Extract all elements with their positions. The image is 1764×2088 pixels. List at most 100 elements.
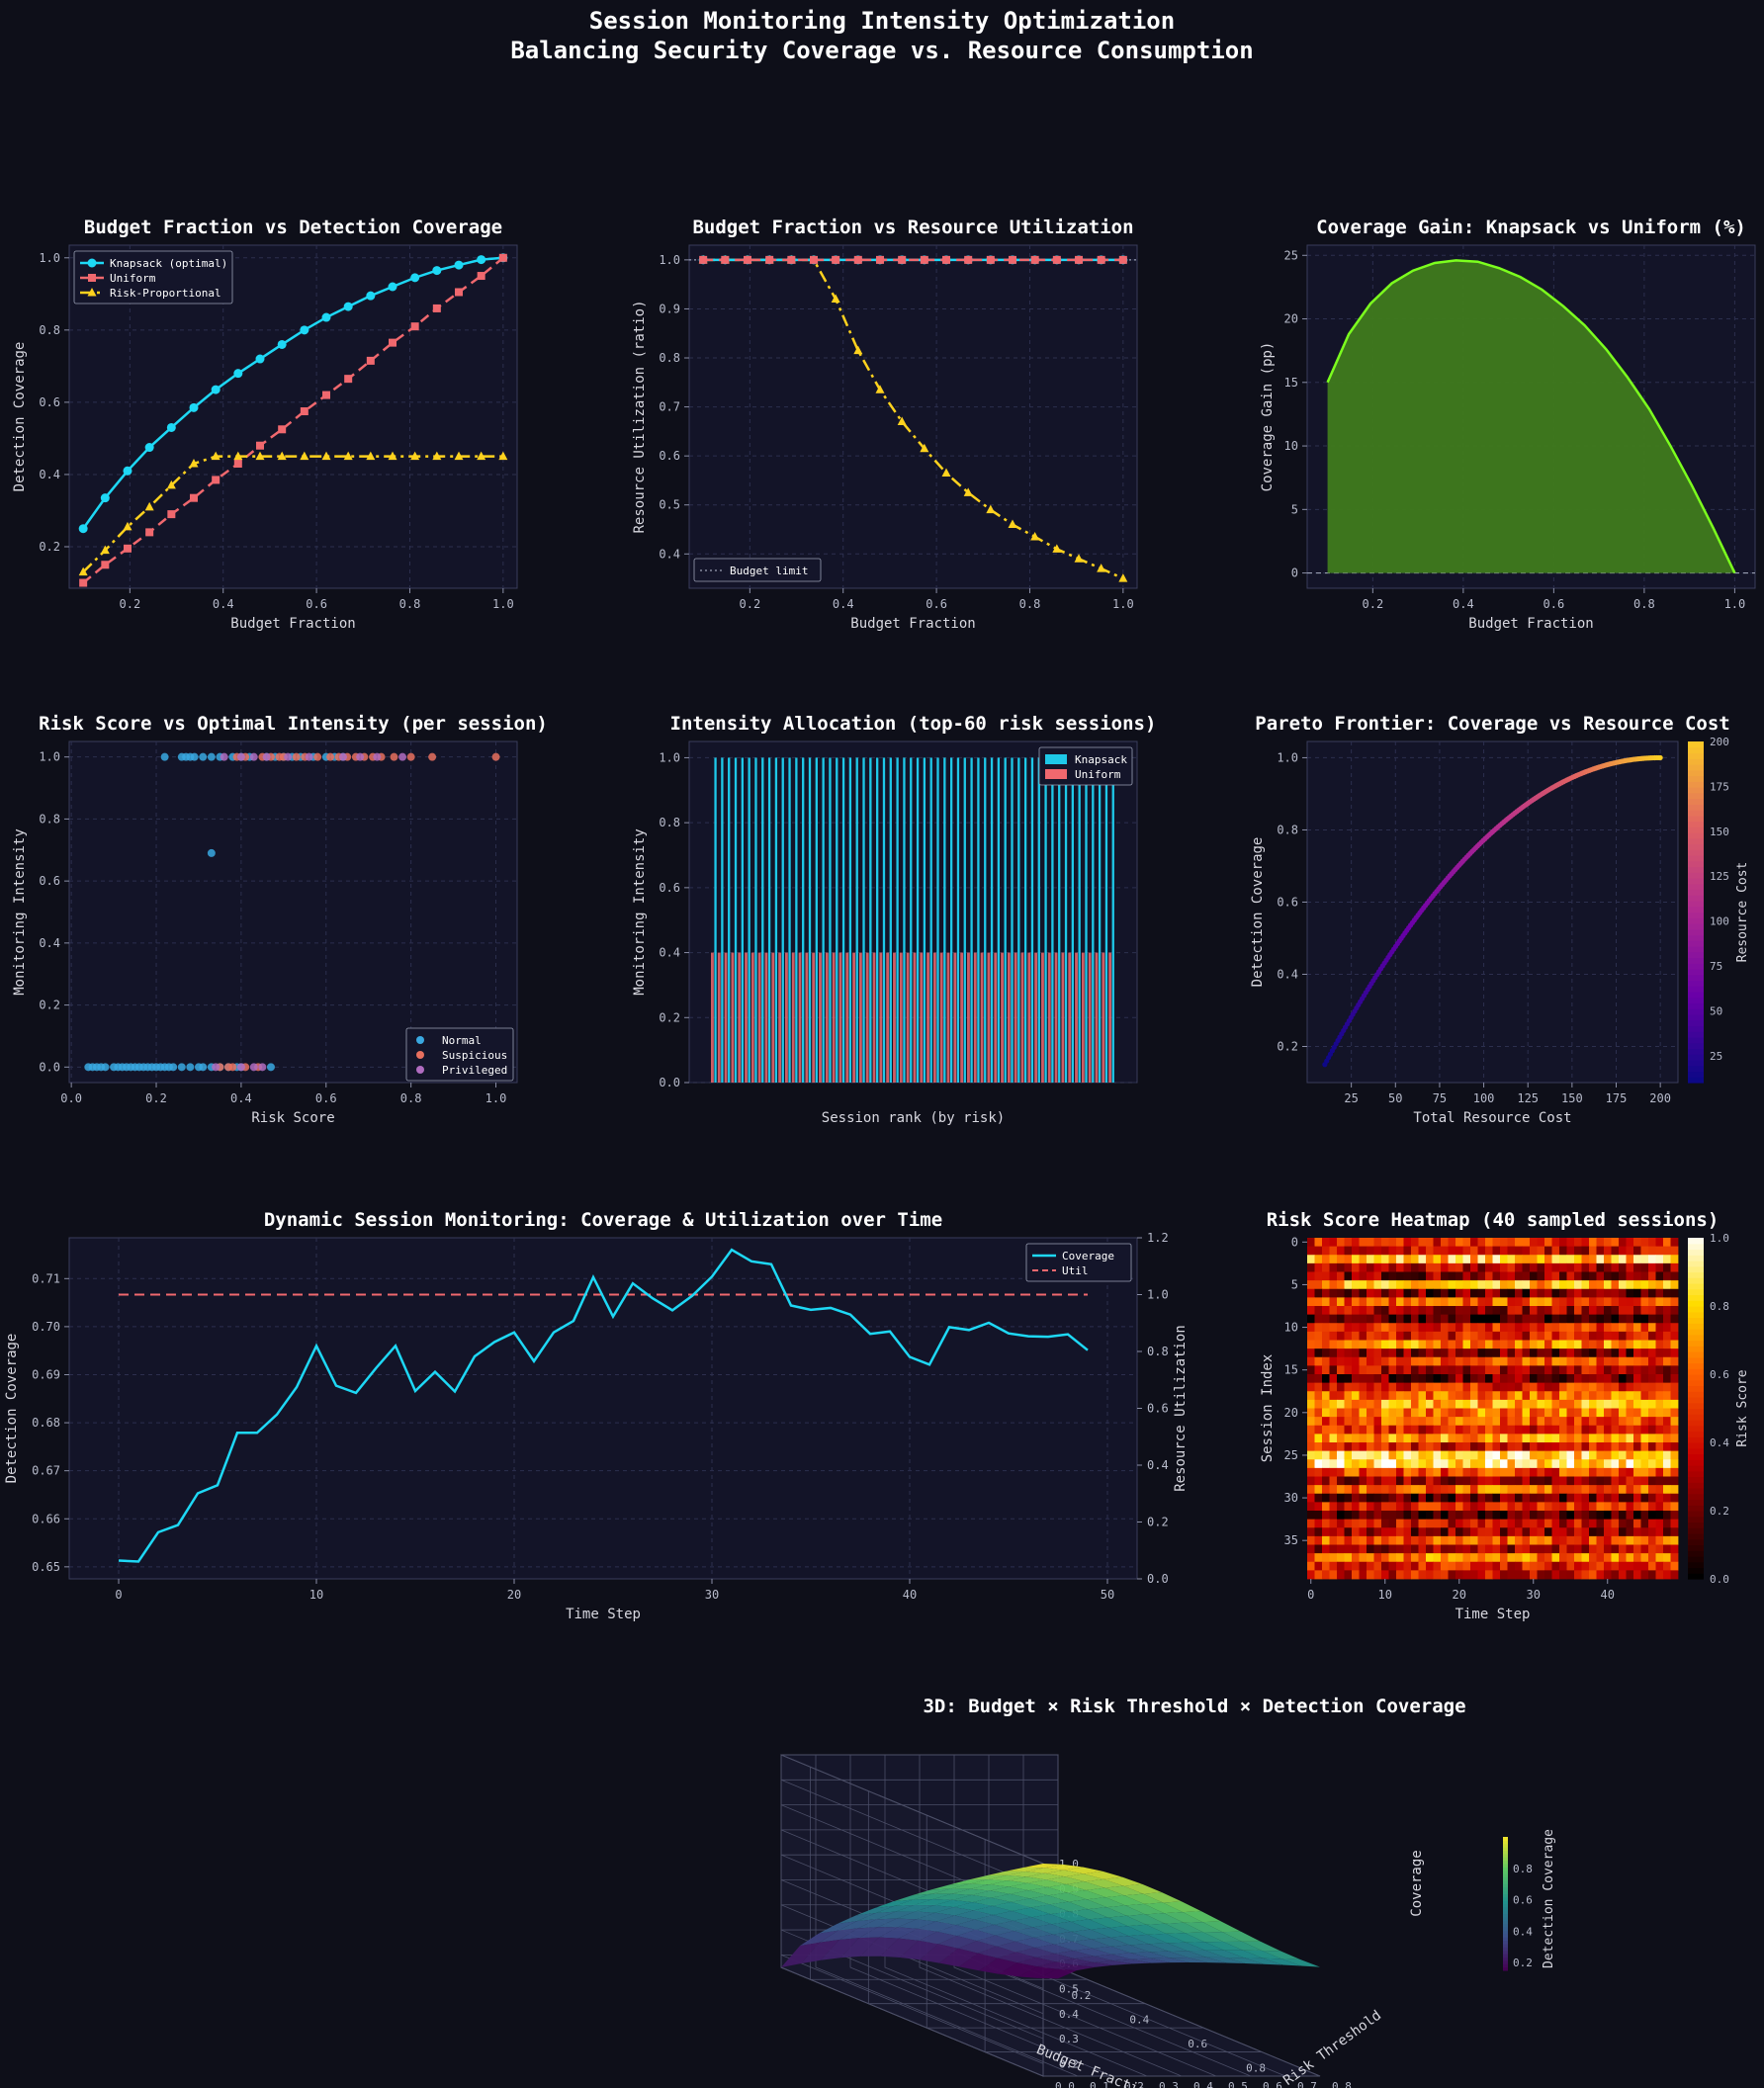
- heatmap-cell: [1403, 1511, 1412, 1521]
- heatmap-cell: [1307, 1450, 1315, 1460]
- heatmap-cell: [1441, 1561, 1449, 1571]
- knapsack-bar: [848, 757, 852, 1083]
- pareto-colorbar-segment: [1688, 849, 1704, 856]
- heatmap-cell: [1477, 1408, 1486, 1418]
- heatmap-cell: [1544, 1417, 1552, 1427]
- heatmap-cell: [1448, 1314, 1456, 1324]
- utilization-y-tick-label: 0.5: [659, 498, 680, 512]
- heatmap-cell: [1492, 1262, 1501, 1272]
- heatmap-cell: [1455, 1348, 1463, 1358]
- heatmap-cell: [1396, 1288, 1404, 1298]
- heatmap-cell: [1626, 1467, 1634, 1477]
- heatmap-colorbar-segment: [1688, 1249, 1704, 1256]
- coverage-point: [389, 338, 397, 347]
- risk-x-tick-label: 0.0: [60, 1091, 82, 1105]
- legend-marker: [87, 258, 97, 268]
- heatmap-cell: [1551, 1485, 1560, 1495]
- pareto-colorbar-segment: [1688, 872, 1704, 879]
- heatmap-cell: [1403, 1262, 1412, 1272]
- pareto-colorbar-segment: [1688, 741, 1704, 748]
- heatmap-cell: [1655, 1246, 1664, 1256]
- heatmap-cell: [1470, 1262, 1478, 1272]
- heatmap-cell: [1307, 1485, 1315, 1495]
- risk-point-privileged: [373, 752, 382, 761]
- uniform-bar: [750, 952, 754, 1083]
- heatmap-cell: [1359, 1570, 1367, 1580]
- heatmap-cell: [1574, 1511, 1582, 1521]
- heatmap-cell: [1359, 1467, 1367, 1477]
- heatmap-cell: [1359, 1408, 1367, 1418]
- heatmap-cell: [1500, 1442, 1508, 1452]
- heatmap-cell: [1433, 1323, 1442, 1333]
- heatmap-cell: [1663, 1408, 1671, 1418]
- gain-area: [1327, 260, 1735, 573]
- knapsack-bar: [970, 757, 973, 1083]
- heatmap-cell: [1426, 1340, 1434, 1349]
- heatmap-cell: [1403, 1570, 1412, 1580]
- heatmap-cell: [1551, 1297, 1560, 1307]
- heatmap-cell: [1359, 1399, 1367, 1409]
- surface3d-z-tick-label: 0.3: [1059, 2033, 1079, 2045]
- heatmap-cell: [1403, 1255, 1412, 1264]
- heatmap-cell: [1515, 1399, 1523, 1409]
- heatmap-cell: [1581, 1450, 1590, 1460]
- heatmap-cell: [1574, 1323, 1582, 1333]
- heatmap-cell: [1314, 1434, 1323, 1443]
- heatmap-cell: [1566, 1544, 1575, 1554]
- heatmap-cell: [1418, 1348, 1427, 1358]
- heatmap-cell: [1604, 1340, 1612, 1349]
- surface3d-face: [969, 1879, 1009, 1885]
- heatmap-cell: [1307, 1408, 1315, 1418]
- heatmap-cell: [1559, 1467, 1567, 1477]
- pareto-y-label: Detection Coverage: [1250, 837, 1266, 988]
- pareto-colorbar-segment: [1688, 787, 1704, 794]
- heatmap-cell: [1640, 1535, 1649, 1545]
- heatmap-cell: [1663, 1544, 1671, 1554]
- surface3d-face: [954, 1910, 994, 1920]
- heatmap-cell: [1337, 1306, 1345, 1316]
- heatmap-cell: [1604, 1408, 1612, 1418]
- heatmap-cell: [1433, 1271, 1442, 1281]
- heatmap-cell: [1551, 1535, 1560, 1545]
- heatmap-cell: [1507, 1493, 1516, 1503]
- heatmap-cell: [1633, 1408, 1641, 1418]
- heatmap-colorbar-segment: [1688, 1499, 1704, 1506]
- heatmap-cell: [1611, 1314, 1620, 1324]
- heatmap-cell: [1581, 1434, 1590, 1443]
- heatmap-colorbar-segment: [1688, 1294, 1704, 1301]
- heatmap-cell: [1381, 1485, 1389, 1495]
- surface3d-face: [876, 1911, 916, 1920]
- heatmap-cell: [1359, 1246, 1367, 1256]
- heatmap-cell: [1581, 1382, 1590, 1392]
- heatmap-cell: [1663, 1280, 1671, 1290]
- heatmap-cell: [1329, 1434, 1338, 1443]
- surface3d-face: [1044, 1864, 1083, 1870]
- heatmap-cell: [1433, 1348, 1442, 1358]
- heatmap-cell: [1470, 1348, 1478, 1358]
- surface3d-face: [1088, 1907, 1127, 1918]
- heatmap-cell: [1574, 1340, 1582, 1349]
- heatmap-cell: [1344, 1255, 1353, 1264]
- heatmap-cell: [1507, 1442, 1516, 1452]
- heatmap-cell: [1604, 1323, 1612, 1333]
- heatmap-cell: [1500, 1356, 1508, 1366]
- heatmap-cell: [1670, 1467, 1679, 1477]
- heatmap-cell: [1530, 1425, 1538, 1435]
- dynamic-y-tick-label: 0.71: [32, 1271, 60, 1285]
- coverage-point: [233, 451, 243, 461]
- heatmap-cell: [1477, 1570, 1486, 1580]
- heatmap-cell: [1596, 1511, 1605, 1521]
- heatmap-cell: [1670, 1570, 1679, 1580]
- heatmap-cell: [1596, 1544, 1605, 1554]
- heatmap-cell: [1492, 1476, 1501, 1486]
- heatmap-cell: [1418, 1262, 1427, 1272]
- heatmap-cell: [1485, 1382, 1493, 1392]
- surface3d-face: [1185, 1932, 1224, 1943]
- heatmap-cell: [1455, 1297, 1463, 1307]
- heatmap-cell: [1507, 1348, 1516, 1358]
- heatmap-cell: [1537, 1408, 1545, 1418]
- pareto-colorbar-segment: [1688, 758, 1704, 765]
- heatmap-cell: [1522, 1356, 1531, 1366]
- heatmap-cell: [1574, 1374, 1582, 1384]
- surface3d-face: [1110, 1945, 1150, 1954]
